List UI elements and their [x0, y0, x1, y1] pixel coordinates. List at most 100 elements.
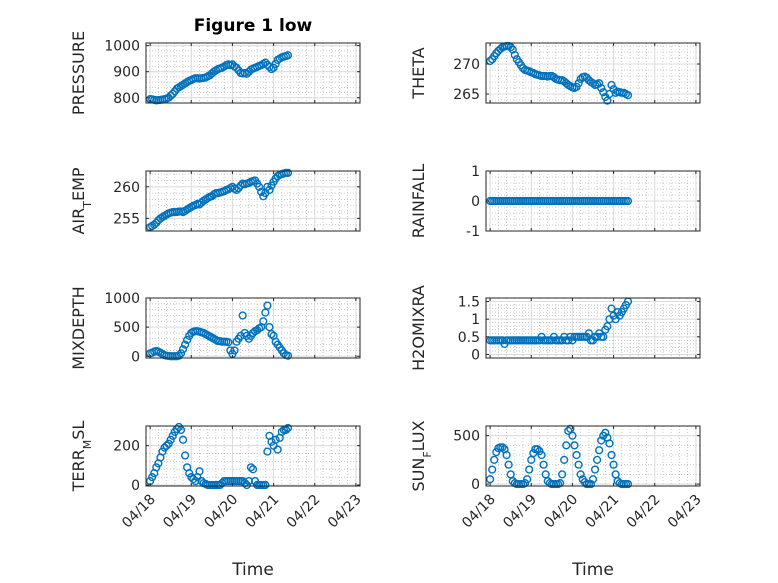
- y-axis-label: AIRTEMP: [69, 167, 94, 234]
- data-point: [574, 460, 583, 469]
- data-point: [242, 69, 251, 78]
- y-tick-label: 1000: [104, 39, 140, 55]
- data-point: [269, 63, 278, 72]
- data-point: [574, 79, 583, 88]
- series-points: [146, 301, 293, 361]
- subplot-terr-msl: 0 200 TERRMSL 04/18 04/19 04/20 04/21 04/22 04/2…: [69, 421, 365, 580]
- data-point: [152, 463, 161, 472]
- data-point: [238, 311, 247, 320]
- data-point: [486, 56, 495, 66]
- y-tick-label: 1: [471, 164, 480, 180]
- data-point: [584, 329, 593, 338]
- y-tick-label: 0: [131, 478, 140, 494]
- data-point: [588, 475, 598, 484]
- grid: [146, 171, 360, 232]
- data-point: [597, 83, 606, 93]
- x-tick-label: 04/22: [624, 492, 664, 532]
- data-point: [271, 435, 280, 444]
- x-tick-label: 04/19: [160, 492, 200, 532]
- data-point: [605, 439, 614, 448]
- y-axis-label: SUNFLUX: [409, 420, 434, 491]
- y-tick-label: 1.5: [458, 295, 480, 311]
- data-point: [525, 465, 534, 474]
- data-point: [506, 43, 515, 52]
- y-tick-label: 0: [471, 347, 480, 363]
- data-point: [263, 301, 272, 310]
- y-axis-label: RAINFALL: [409, 164, 428, 239]
- data-point: [158, 447, 167, 456]
- x-tick-label: 04/22: [284, 492, 324, 532]
- data-point: [185, 469, 194, 478]
- data-point: [590, 465, 600, 474]
- data-point: [562, 441, 571, 450]
- subplot-h2omixra: 00.5 11.5 H2OMIXRA: [409, 285, 701, 371]
- data-point: [586, 479, 596, 489]
- data-point: [623, 479, 633, 489]
- data-point: [560, 455, 569, 464]
- data-point: [537, 450, 546, 460]
- data-point: [195, 467, 204, 476]
- y-tick-label: 800: [113, 91, 140, 107]
- data-point: [183, 335, 192, 345]
- data-point: [623, 91, 633, 100]
- series-points: [486, 41, 633, 105]
- data-point: [281, 425, 291, 435]
- data-point: [257, 187, 266, 196]
- y-axis-label-part: RAINFALL: [409, 164, 428, 239]
- data-point: [267, 330, 276, 339]
- subplot-air-temp: 255 260 AIRTEMP: [69, 167, 361, 235]
- data-point: [539, 460, 548, 469]
- data-point: [492, 49, 501, 58]
- data-point: [486, 475, 495, 484]
- data-point: [263, 447, 272, 456]
- grid: [146, 297, 360, 358]
- series-points: [146, 51, 293, 105]
- figure-title: Figure 1 low: [194, 16, 313, 36]
- data-point: [261, 480, 270, 490]
- data-point: [490, 455, 499, 464]
- data-point: [283, 423, 293, 433]
- data-point: [601, 428, 610, 437]
- y-tick-label: 200: [113, 439, 140, 455]
- subplot-pressure: 800 900 1000 PRESSURE: [69, 31, 361, 115]
- x-tick-label: 04/21: [583, 492, 623, 532]
- data-point: [271, 59, 280, 68]
- data-point: [180, 340, 190, 349]
- data-point: [273, 445, 282, 454]
- data-point: [176, 425, 186, 435]
- data-point: [148, 473, 157, 482]
- axes-box: [145, 425, 361, 487]
- x-axis-label: Time: [231, 560, 274, 580]
- data-point: [609, 460, 618, 469]
- data-point: [283, 51, 293, 60]
- axes-box: [145, 170, 361, 232]
- data-point: [502, 450, 511, 460]
- data-point: [248, 465, 258, 474]
- axes-box: [145, 42, 361, 104]
- data-point: [259, 317, 268, 326]
- data-point: [607, 450, 616, 460]
- data-point: [162, 441, 171, 450]
- y-tick-label: 500: [453, 429, 480, 445]
- x-tick-label: 04/18: [119, 492, 159, 532]
- y-axis-label-part: SUN: [409, 458, 428, 492]
- y-tick-label: 255: [113, 211, 140, 227]
- data-point: [267, 437, 276, 446]
- series-points: [486, 196, 633, 206]
- data-point: [261, 58, 270, 67]
- x-tick-label: 04/23: [325, 492, 365, 532]
- data-point: [568, 431, 577, 440]
- y-tick-label: 0: [471, 477, 480, 493]
- axes-box: [485, 297, 701, 359]
- y-tick-label: -1: [466, 224, 480, 240]
- data-point: [603, 322, 612, 331]
- data-point: [166, 435, 175, 444]
- data-point: [232, 185, 241, 195]
- y-axis-label: THETA: [409, 47, 428, 99]
- x-tick-label: 04/23: [665, 492, 705, 532]
- subplot-theta: 265 270 THETA: [409, 41, 701, 105]
- data-point: [504, 460, 513, 469]
- data-point: [593, 455, 602, 464]
- series-points: [486, 297, 633, 348]
